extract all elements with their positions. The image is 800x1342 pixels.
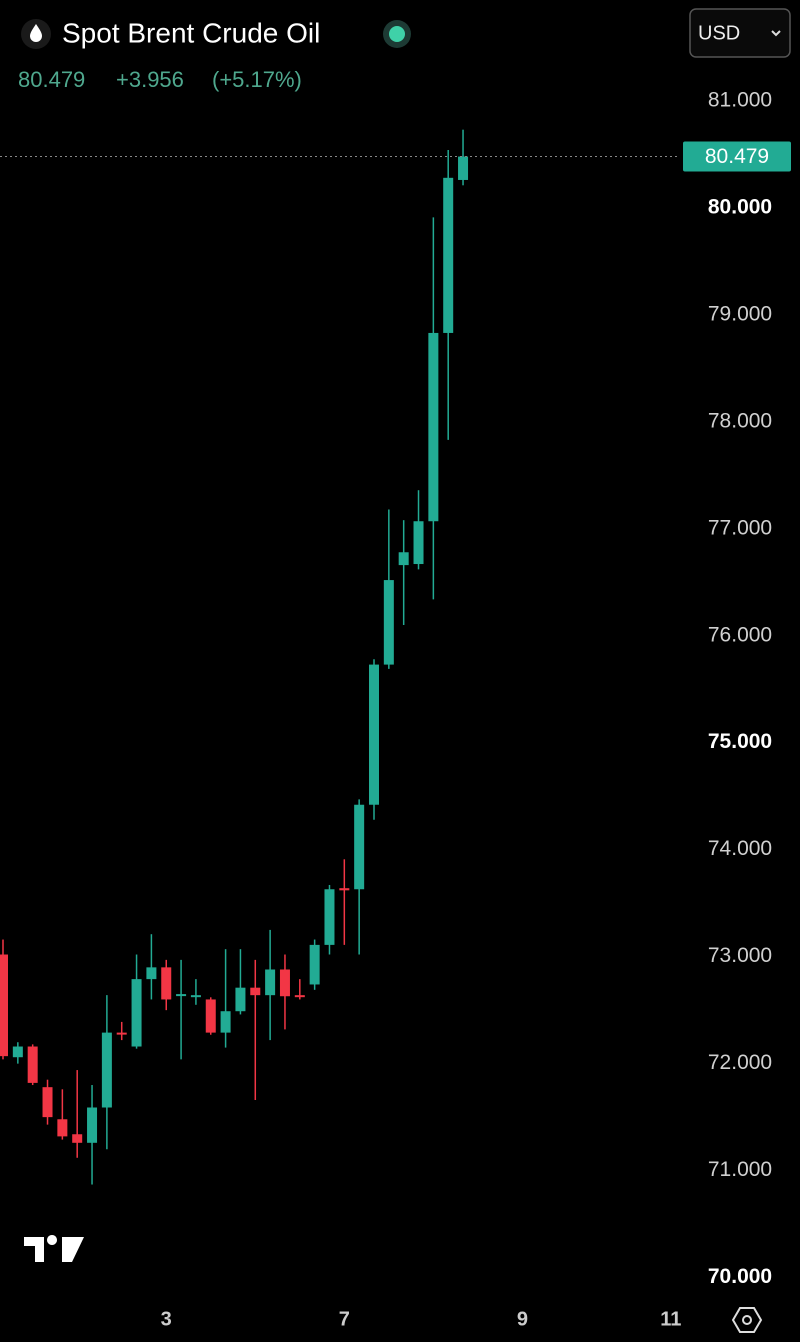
- candle-body: [443, 177, 454, 333]
- last-price-box: [683, 141, 791, 172]
- candle-body: [161, 967, 172, 1000]
- x-tick-label: 11: [660, 1308, 681, 1330]
- y-tick-label: 74.000: [708, 837, 772, 860]
- drop-icon: [30, 24, 42, 42]
- candle-body: [339, 888, 350, 891]
- tradingview-logo: [24, 1235, 84, 1262]
- candle-body: [294, 995, 305, 998]
- candle-body: [27, 1046, 38, 1083]
- candle-body: [101, 1032, 112, 1108]
- settings-hexagon[interactable]: [731, 1307, 763, 1333]
- candle-body: [324, 889, 335, 945]
- y-tick-label: 71.000: [708, 1158, 772, 1181]
- candle-body: [190, 995, 201, 998]
- x-tick-label: 3: [161, 1308, 172, 1330]
- candle-body: [369, 664, 379, 805]
- market-status-dot: [389, 26, 405, 42]
- candle-body: [42, 1087, 53, 1118]
- candle-body: [354, 804, 365, 890]
- candle-body: [413, 521, 424, 565]
- dropdown-chevron[interactable]: [771, 30, 781, 37]
- y-tick-label: 77.000: [708, 516, 772, 539]
- settings-center[interactable]: [742, 1315, 752, 1325]
- candle-body: [176, 994, 187, 997]
- currency-label[interactable]: USD: [698, 22, 740, 44]
- candle-body: [220, 1011, 231, 1033]
- candle-body: [309, 944, 320, 985]
- y-tick-label: 70.000: [708, 1265, 772, 1288]
- candle-body: [57, 1119, 68, 1137]
- last-price-label: 80.479: [705, 145, 769, 168]
- y-tick-label: 80.000: [708, 195, 772, 218]
- candle-body: [428, 332, 439, 522]
- last-price: 80.479: [18, 67, 85, 92]
- candle-body: [72, 1134, 83, 1143]
- y-tick-label: 78.000: [708, 409, 772, 432]
- candle-body: [265, 969, 276, 996]
- y-tick-label: 73.000: [708, 944, 772, 967]
- candle-body: [12, 1046, 23, 1058]
- y-tick-label: 81.000: [708, 88, 772, 111]
- candle-body: [458, 156, 469, 180]
- candle-body: [398, 552, 409, 566]
- x-tick-label: 9: [517, 1308, 528, 1330]
- candle-body: [131, 979, 142, 1047]
- y-tick-label: 76.000: [708, 623, 772, 646]
- candle-body: [250, 987, 261, 996]
- candle-body: [235, 987, 246, 1012]
- candle-body: [87, 1107, 98, 1143]
- candle-body: [383, 580, 394, 665]
- candle-body: [0, 954, 8, 1057]
- price-change-pct: (+5.17%): [212, 67, 302, 92]
- price-change: +3.956: [116, 67, 184, 92]
- y-tick-label: 79.000: [708, 302, 772, 325]
- y-tick-label: 72.000: [708, 1051, 772, 1074]
- y-tick-label: 75.000: [708, 730, 772, 753]
- settings-icon[interactable]: [731, 1307, 763, 1333]
- candle-body: [279, 969, 290, 997]
- candle-body: [205, 999, 216, 1033]
- candle-body: [146, 967, 157, 980]
- candle-body: [116, 1032, 127, 1035]
- chart-title: Spot Brent Crude Oil: [62, 17, 320, 48]
- x-tick-label: 7: [339, 1308, 350, 1330]
- currency-selector[interactable]: [689, 8, 791, 58]
